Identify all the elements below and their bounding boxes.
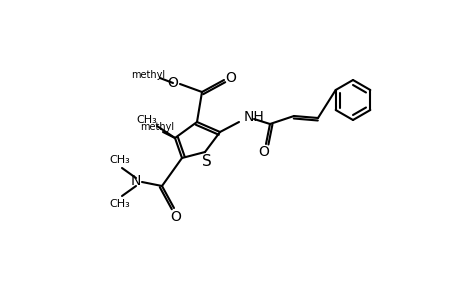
Text: O: O (170, 210, 181, 224)
Text: methyl: methyl (140, 122, 174, 132)
Text: O: O (258, 145, 269, 159)
Text: S: S (202, 154, 212, 169)
Text: N: N (130, 174, 141, 188)
Text: methyl: methyl (131, 70, 165, 80)
Text: O: O (167, 76, 178, 90)
Text: CH₃: CH₃ (109, 155, 130, 165)
Text: CH₃: CH₃ (109, 199, 130, 209)
Text: NH: NH (243, 110, 264, 124)
Text: O: O (225, 71, 236, 85)
Text: CH₃: CH₃ (136, 115, 157, 125)
